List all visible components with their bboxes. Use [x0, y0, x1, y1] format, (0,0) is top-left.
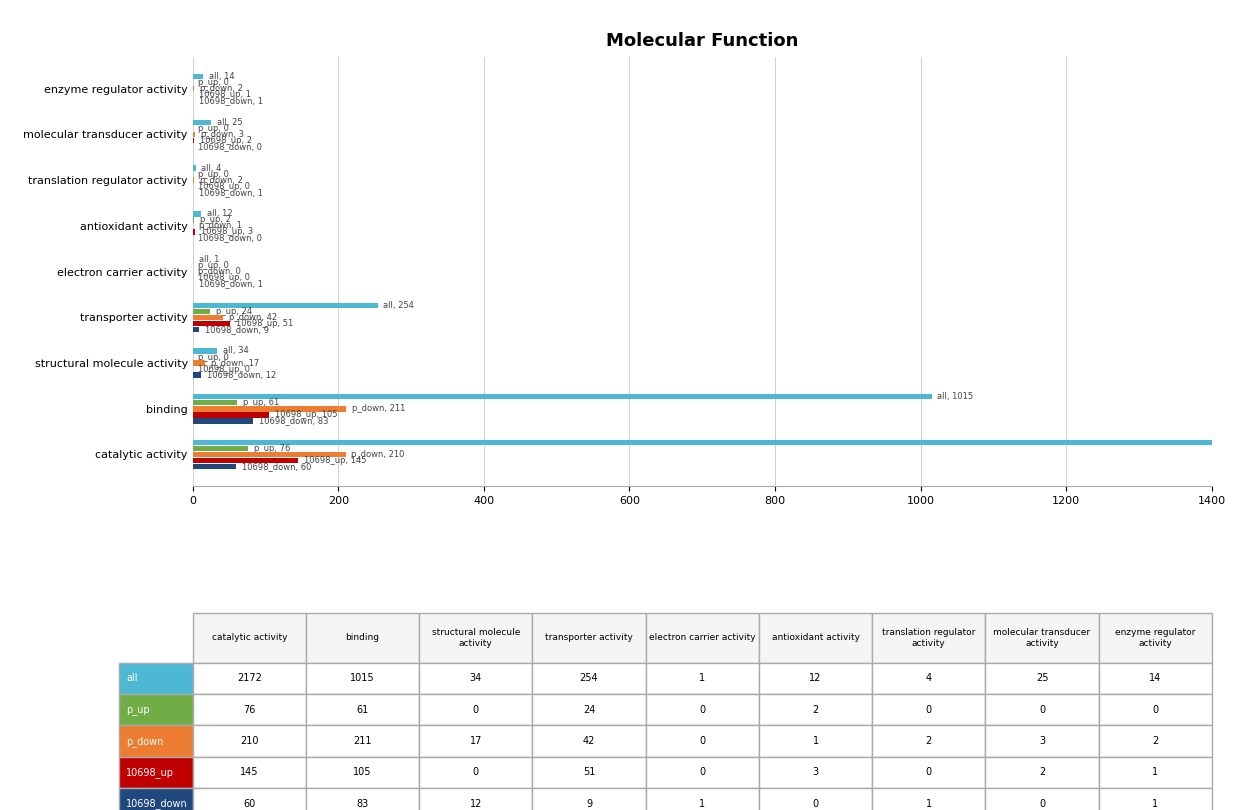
Bar	[193, 394, 931, 399]
Bar	[193, 321, 230, 326]
Bar	[193, 132, 195, 137]
Text: all, 14: all, 14	[209, 72, 235, 81]
Text: p_up, 24: p_up, 24	[216, 307, 252, 316]
Text: p_down, 2: p_down, 2	[200, 176, 242, 185]
Bar	[193, 309, 210, 314]
Text: 10698_up, 0: 10698_up, 0	[199, 181, 251, 190]
Bar	[193, 211, 201, 216]
Bar	[193, 229, 195, 235]
Text: p_down, 211: p_down, 211	[352, 404, 405, 413]
Text: all, 4: all, 4	[201, 164, 221, 173]
Bar	[193, 360, 205, 366]
Text: all, 34: all, 34	[224, 347, 249, 356]
Bar	[193, 440, 1243, 446]
Bar	[193, 452, 346, 457]
Bar	[193, 458, 298, 463]
Text: all, 254: all, 254	[383, 301, 414, 309]
Text: 10698_up, 2: 10698_up, 2	[200, 136, 252, 145]
Text: 10698_up, 0: 10698_up, 0	[199, 273, 251, 282]
Text: 10698_up, 51: 10698_up, 51	[236, 319, 293, 328]
Text: p_up, 0: p_up, 0	[199, 124, 230, 133]
Text: p_up, 0: p_up, 0	[199, 261, 230, 270]
Text: 10698_down, 60: 10698_down, 60	[242, 462, 312, 471]
Text: 10698_down, 0: 10698_down, 0	[199, 233, 262, 242]
Bar	[193, 373, 201, 377]
Bar	[193, 326, 199, 332]
Text: all, 12: all, 12	[208, 209, 232, 219]
Title: Molecular Function: Molecular Function	[607, 32, 798, 49]
Bar	[193, 120, 211, 125]
Text: 10698_down, 1: 10698_down, 1	[199, 188, 264, 197]
Text: p_down, 17: p_down, 17	[211, 359, 259, 368]
Text: all, 25: all, 25	[216, 118, 242, 127]
Bar	[193, 314, 224, 320]
Text: p_down, 0: p_down, 0	[199, 267, 241, 276]
Bar	[193, 348, 218, 354]
Text: p_up, 76: p_up, 76	[254, 444, 290, 453]
Text: p_up, 0: p_up, 0	[199, 79, 230, 87]
Text: 10698_up, 3: 10698_up, 3	[200, 228, 252, 237]
Bar	[193, 400, 237, 406]
Text: 10698_up, 145: 10698_up, 145	[305, 456, 367, 465]
Text: p_down, 2: p_down, 2	[200, 84, 242, 93]
Bar	[193, 302, 378, 308]
Text: p_down, 3: p_down, 3	[200, 130, 244, 139]
Bar	[193, 86, 194, 92]
Text: p_up, 0: p_up, 0	[199, 169, 230, 179]
Bar	[193, 177, 194, 183]
Text: p_down, 42: p_down, 42	[229, 313, 277, 322]
Text: 10698_down, 12: 10698_down, 12	[208, 371, 276, 380]
Bar	[193, 138, 194, 143]
Text: 10698_down, 83: 10698_down, 83	[259, 416, 328, 425]
Text: all, 1: all, 1	[199, 255, 220, 264]
Text: p_up, 61: p_up, 61	[242, 399, 280, 407]
Bar	[193, 412, 268, 417]
Text: all, 1015: all, 1015	[937, 392, 973, 401]
Text: p_up, 0: p_up, 0	[199, 352, 230, 361]
Bar	[193, 165, 195, 171]
Bar	[193, 464, 236, 469]
Text: p_down, 210: p_down, 210	[352, 450, 405, 459]
Bar	[193, 446, 249, 451]
Text: 10698_down, 1: 10698_down, 1	[199, 279, 264, 288]
Text: 10698_up, 0: 10698_up, 0	[199, 364, 251, 373]
Bar	[193, 217, 194, 223]
Text: 10698_down, 9: 10698_down, 9	[205, 325, 268, 334]
Text: 10698_up, 105: 10698_up, 105	[275, 411, 337, 420]
Text: 10698_down, 1: 10698_down, 1	[199, 96, 264, 105]
Bar	[193, 406, 347, 411]
Bar	[193, 418, 254, 424]
Text: p_down, 1: p_down, 1	[199, 221, 242, 230]
Text: p_up, 2: p_up, 2	[200, 215, 231, 224]
Text: 10698_down, 0: 10698_down, 0	[199, 142, 262, 151]
Text: 10698_up, 1: 10698_up, 1	[199, 90, 251, 100]
Bar	[193, 74, 203, 79]
